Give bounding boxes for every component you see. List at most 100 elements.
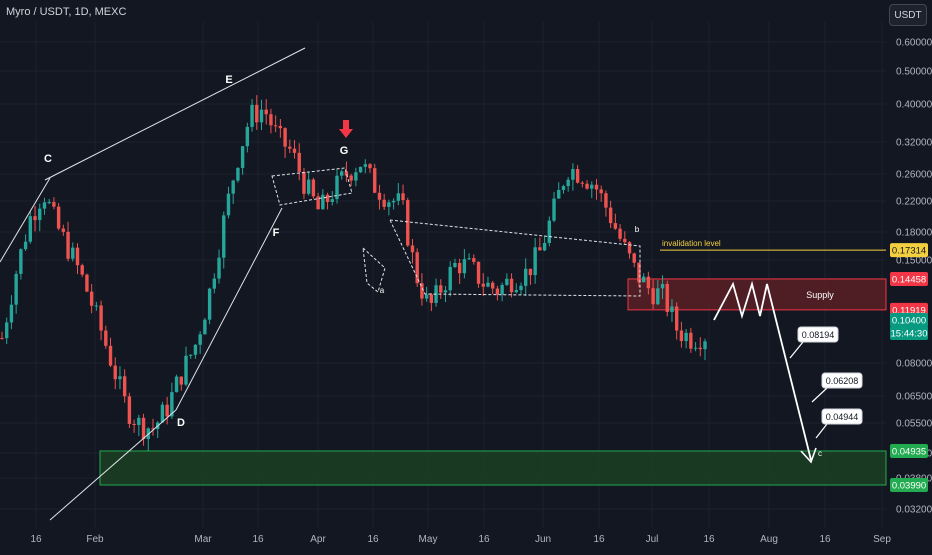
candle-body: [391, 200, 396, 203]
candle-body: [396, 193, 401, 201]
candle-body: [632, 253, 636, 263]
candle-body: [302, 171, 306, 194]
candle-body: [330, 199, 334, 202]
x-tick-label: 16: [367, 534, 379, 545]
candle-body: [259, 109, 264, 123]
candle-body: [292, 148, 297, 153]
candle-body: [580, 182, 585, 184]
candle-body: [354, 172, 358, 181]
candle-body: [0, 337, 4, 339]
candle-body: [113, 365, 117, 380]
candle-body: [613, 223, 618, 229]
trend-line: [49, 409, 177, 521]
candle-body: [490, 282, 495, 289]
candle-body: [373, 168, 377, 193]
candle-body: [349, 175, 353, 181]
candle-body: [519, 285, 523, 291]
candle-body: [443, 290, 448, 293]
candle-body: [207, 288, 212, 320]
x-tick-label: May: [419, 534, 438, 545]
candle-body: [575, 169, 580, 183]
candle-body: [651, 288, 655, 305]
candle-body: [108, 345, 113, 366]
y-tick-label: 0.60000: [896, 38, 932, 49]
candle-body: [311, 179, 316, 197]
candle-body: [424, 294, 429, 299]
y-tick-label: 0.03200: [896, 505, 932, 516]
candle-body: [132, 423, 136, 426]
candle-body: [561, 186, 566, 190]
target-callout-leader: [789, 341, 804, 359]
x-tick-label: 16: [593, 534, 605, 545]
price-badge: [890, 313, 928, 327]
currency-button[interactable]: USDT: [889, 4, 927, 26]
candle-body: [703, 341, 707, 350]
price-badge: [890, 271, 928, 286]
candle-body: [165, 404, 169, 417]
candle-body: [118, 376, 122, 380]
x-tick-label: 16: [30, 534, 42, 545]
x-tick-label: Jul: [646, 534, 659, 545]
candle-body: [467, 258, 471, 260]
candle-body: [363, 164, 367, 167]
y-tick-label: 0.05500: [896, 419, 932, 430]
wave-label: G: [340, 145, 349, 157]
candle-body: [689, 332, 693, 349]
candle-body: [85, 274, 89, 292]
candle-body: [269, 114, 273, 126]
candle-body: [198, 334, 202, 345]
candle-body: [122, 376, 127, 397]
candle-body: [382, 199, 386, 207]
price-badge-value: 0.10400: [892, 316, 926, 327]
candle-body: [89, 291, 94, 306]
price-badge-value: 0.04935: [892, 446, 926, 457]
candle-body: [127, 396, 132, 424]
candle-body: [439, 285, 443, 293]
wave-label: a: [380, 286, 385, 295]
candle-body: [599, 189, 603, 194]
down-arrow-icon: [343, 120, 349, 129]
candle-body: [524, 268, 528, 286]
x-tick-label: Mar: [194, 534, 212, 545]
target-callout-box: [797, 326, 839, 343]
candle-body: [231, 180, 235, 194]
candle-body: [170, 392, 174, 417]
target-callout-value: 0.08194: [802, 330, 835, 340]
candle-body: [476, 261, 481, 284]
candle-body: [514, 290, 518, 293]
candle-body: [486, 282, 490, 287]
candle-body: [495, 288, 500, 295]
candle-body: [316, 196, 320, 210]
candle-body: [104, 330, 108, 346]
y-tick-label: 0.26000: [896, 170, 932, 181]
demand-zone: [99, 450, 887, 486]
candle-body: [56, 206, 61, 229]
candle-body: [174, 376, 179, 393]
price-badge: [890, 443, 928, 458]
target-callout-box: [821, 372, 863, 389]
y-tick-label: 0.18000: [896, 228, 932, 239]
candle-body: [679, 330, 684, 342]
candle-body: [368, 164, 372, 169]
candle-body: [47, 202, 51, 204]
candle-body: [481, 283, 485, 287]
candle-body: [547, 220, 552, 244]
x-tick-label: 16: [478, 534, 490, 545]
candle-body: [99, 305, 103, 331]
candle-body: [585, 183, 589, 189]
y-tick-label: 0.50000: [896, 67, 932, 78]
candle-body: [71, 247, 75, 259]
x-tick-label: Sep: [873, 534, 891, 545]
candle-body: [80, 265, 84, 275]
candle-body: [340, 171, 344, 176]
candle-body: [500, 284, 504, 295]
candle-body: [462, 259, 467, 274]
candle-body: [377, 192, 382, 200]
y-tick-label: 0.15000: [896, 256, 932, 267]
target-callout-box: [821, 408, 863, 425]
candle-body: [406, 200, 410, 246]
candle-body: [189, 354, 193, 356]
candle-body: [335, 175, 339, 200]
price-badge: [890, 326, 928, 340]
